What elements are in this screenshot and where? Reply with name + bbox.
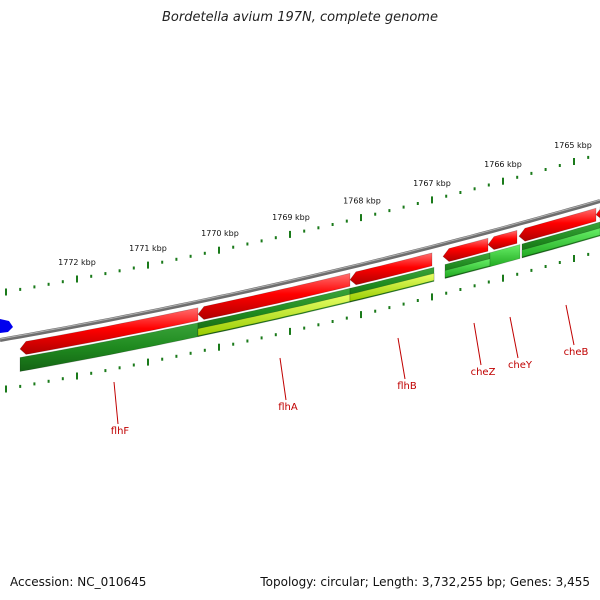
map-title: Bordetella avium 197N, complete genome (162, 10, 438, 25)
kbp-tick-label: 1765 kbp (554, 141, 592, 150)
genome-backbone (0, 199, 600, 342)
kbp-tick-label: 1768 kbp (343, 196, 381, 205)
forward-gene-5 (487, 230, 518, 250)
gene-label-flhB: flhB (397, 381, 417, 392)
gene-label-flhA: flhA (278, 402, 298, 413)
forward-gene-3 (349, 252, 433, 286)
kbp-tick-label: 1771 kbp (129, 244, 167, 253)
kbp-tick-label: 1769 kbp (272, 213, 310, 222)
topology-label: Topology: circular; Length: 3,732,255 bp… (260, 575, 590, 589)
gene-leader-line (279, 357, 287, 401)
backbone-highlight (0, 199, 600, 340)
outer-tick-track (5, 155, 590, 296)
cds-highlight-3 (349, 273, 435, 302)
gene-leader-line (397, 337, 406, 380)
cds-block-5 (489, 244, 521, 268)
gene-leader-line (473, 322, 482, 366)
kbp-tick-label: 1770 kbp (201, 229, 239, 238)
kbp-tick-label: 1772 kbp (58, 258, 96, 267)
gene-label-flhF: flhF (111, 426, 130, 437)
gene-label-cheZ: cheZ (471, 367, 496, 378)
inner-tick-track (5, 252, 590, 393)
label-layer: 1772 kbp 1771 kbp 1770 kbp 1769 kbp 1768 kbp… (58, 141, 592, 437)
gene-track (19, 206, 600, 372)
kbp-tick-label: 1767 kbp (413, 179, 451, 188)
gene-label-cheB: cheB (564, 347, 589, 358)
marker-arrow (0, 319, 13, 333)
gene-leader-line (113, 381, 119, 425)
backbone-line (0, 199, 600, 342)
accession-label: Accession: NC_010645 (10, 575, 147, 589)
kbp-tick-label: 1766 kbp (484, 160, 522, 169)
cds-highlight-6 (521, 227, 600, 258)
gene-leader-line (509, 316, 519, 359)
forward-gene-7 (595, 206, 600, 221)
gene-leader-line (565, 304, 575, 346)
gene-label-cheY: cheY (508, 360, 533, 371)
